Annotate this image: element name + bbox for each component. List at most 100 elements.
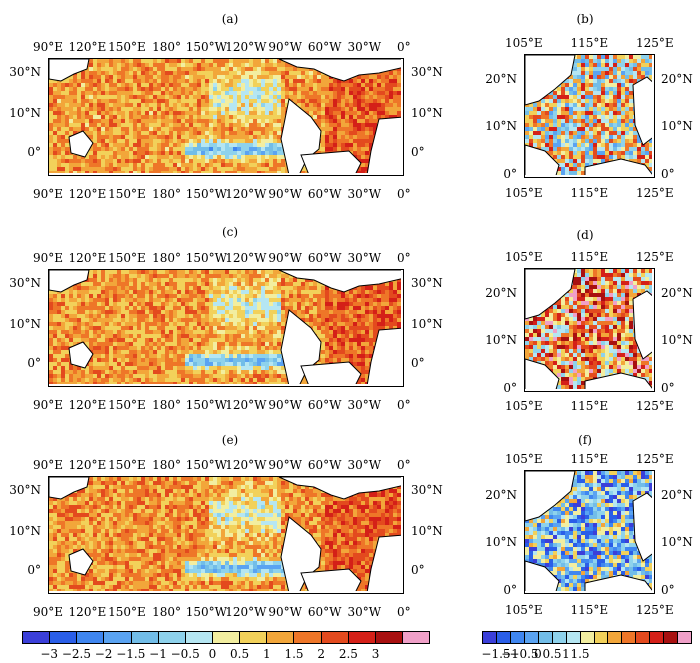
small-lon-tick: 105°E <box>505 250 543 264</box>
small-lat-tick: 0° <box>661 583 675 598</box>
map-a <box>48 58 404 176</box>
small-lat-tick: 20°N <box>485 285 517 300</box>
map-d-lon-top: 105°E 115°E 125°E <box>505 250 674 264</box>
south-america-land <box>300 568 362 591</box>
map-f-lat-left: 20°N 10°N 0° <box>478 470 520 598</box>
large-lon-tick: 120°W <box>225 251 267 265</box>
colorbar-swatch <box>608 632 623 643</box>
colorbar-swatch <box>483 632 497 643</box>
small-lon-tick: 115°E <box>570 452 609 466</box>
large-lat-tick: 10°N <box>411 524 443 539</box>
large-lon-tick: 180° <box>152 251 182 265</box>
small-lon-tick: 125°E <box>636 399 674 413</box>
colorbar-swatch <box>622 632 637 643</box>
small-lat-tick: 0° <box>661 381 675 396</box>
colorbar-small <box>482 631 692 644</box>
large-lon-tick: 150°E <box>108 605 146 619</box>
large-lon-tick: 60°W <box>307 187 342 201</box>
large-lon-tick: 90°W <box>268 605 302 619</box>
large-lon-tick: 30°W <box>347 187 382 201</box>
colorbar-swatch <box>348 632 376 643</box>
colorbar-swatch <box>158 632 186 643</box>
borneo-land <box>525 144 560 175</box>
colorbar-swatch <box>524 632 539 643</box>
south-america-land <box>300 150 362 173</box>
colorbar-large-ticks: −3 −2.5 −2 −1.5 −1 −0.5 0 0.5 1 1.5 2 2.5 3 <box>22 647 430 661</box>
large-lon-tick: 150°W <box>185 40 227 54</box>
colorbar-tick: −3 <box>40 647 59 661</box>
large-lon-tick: 150°W <box>185 251 227 265</box>
colorbar-tick: 0 <box>534 647 542 661</box>
asia-land <box>49 477 90 500</box>
asia-land <box>49 270 90 293</box>
borneo-land <box>525 560 560 591</box>
colorbar-swatch <box>552 632 567 643</box>
large-lon-tick: 150°E <box>108 40 146 54</box>
philippines-land <box>632 290 652 360</box>
small-lat-tick: 20°N <box>661 71 693 86</box>
colorbar-tick: 2 <box>317 647 326 661</box>
small-lat-tick: 0° <box>503 583 517 598</box>
colorbar-swatch <box>77 632 105 643</box>
colorbar-tick: −2.5 <box>61 647 91 661</box>
large-lon-tick: 150°W <box>185 187 227 201</box>
large-lon-tick: 30°W <box>347 605 382 619</box>
panel-label-c: (c) <box>221 225 239 239</box>
colorbar-tick: 1.5 <box>284 647 304 661</box>
large-lon-tick: 60°W <box>307 398 342 412</box>
borneo-land <box>525 358 560 389</box>
large-lon-tick: 90°E <box>33 251 64 265</box>
large-lon-tick: 120°W <box>225 398 267 412</box>
small-lat-tick: 10°N <box>485 118 517 133</box>
small-lon-tick: 115°E <box>570 36 609 50</box>
colorbar-tick: 0 <box>208 647 217 661</box>
map-e-lon-bottom: 90°E 120°E 150°E 180° 150°W 120°W 90°W 60°W 30°W… <box>33 605 411 619</box>
small-lat-tick: 0° <box>661 167 675 182</box>
large-lat-tick: 30°N <box>9 276 41 291</box>
small-lon-tick: 125°E <box>636 186 674 200</box>
colorbar-tick: −1.5 <box>116 647 146 661</box>
large-lon-tick: 120°W <box>225 605 267 619</box>
small-lon-tick: 105°E <box>505 603 543 617</box>
colorbar-swatch <box>294 632 322 643</box>
colorbar-tick: 3 <box>371 647 380 661</box>
large-lon-tick: 60°W <box>307 605 342 619</box>
map-b-lon-top: 105°E 115°E 125°E <box>505 36 674 50</box>
large-lon-tick: 120°E <box>68 40 107 54</box>
small-lon-tick: 125°E <box>636 250 674 264</box>
colorbar-large <box>22 631 430 644</box>
asia-land <box>49 59 90 82</box>
map-b <box>524 54 655 178</box>
colorbar-swatch <box>185 632 213 643</box>
map-f <box>524 470 655 594</box>
map-e-lat-left: 30°N 10°N 0° <box>0 476 44 594</box>
colorbar-tick: 0.5 <box>542 647 562 661</box>
large-lon-tick: 90°E <box>33 458 64 472</box>
map-b-lat-right: 20°N 10°N 0° <box>658 54 700 182</box>
south-land <box>584 158 652 175</box>
map-d-lon-bottom: 105°E 115°E 125°E <box>505 399 674 413</box>
large-lon-tick: 150°E <box>108 458 146 472</box>
colorbar-swatch <box>510 632 525 643</box>
large-lon-tick: 90°W <box>268 458 302 472</box>
map-d <box>524 268 655 392</box>
large-lat-tick: 0° <box>27 563 41 578</box>
large-lon-tick: 180° <box>152 187 182 201</box>
colorbar-swatch <box>240 632 268 643</box>
colorbar-swatch <box>50 632 78 643</box>
large-lat-tick: 10°N <box>411 317 443 332</box>
colorbar-swatch <box>664 632 679 643</box>
large-lat-tick: 10°N <box>411 106 443 121</box>
indochina-land <box>525 55 576 106</box>
small-lat-tick: 10°N <box>661 332 693 347</box>
colorbar-swatch <box>566 632 581 643</box>
large-lon-tick: 30°W <box>347 458 382 472</box>
small-lon-tick: 105°E <box>505 36 543 50</box>
large-lat-tick: 10°N <box>9 524 41 539</box>
africa-land <box>366 116 401 173</box>
map-c <box>48 269 404 387</box>
small-lat-tick: 20°N <box>485 71 517 86</box>
map-b-lat-left: 20°N 10°N 0° <box>478 54 520 181</box>
large-lon-tick: 180° <box>152 458 182 472</box>
small-lon-tick: 115°E <box>570 399 609 413</box>
